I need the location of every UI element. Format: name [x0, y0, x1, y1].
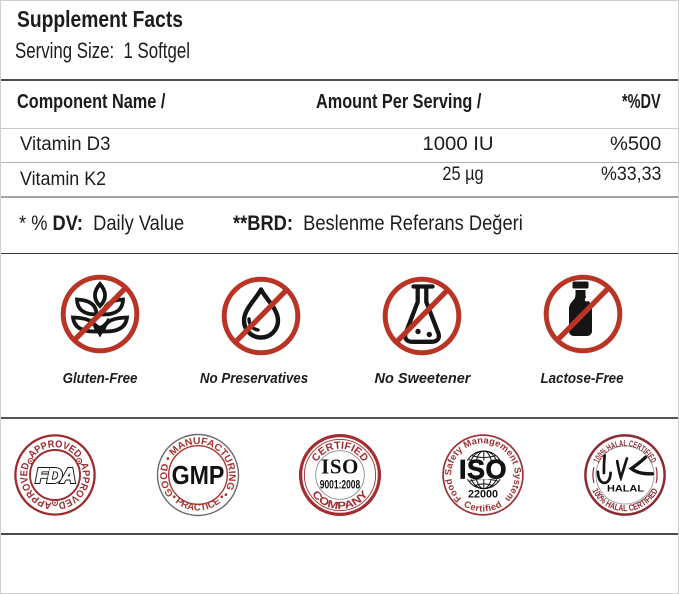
- svg-text:FDA: FDA: [36, 465, 75, 488]
- svg-text:ISO: ISO: [321, 455, 359, 479]
- svg-text:HALAL: HALAL: [607, 484, 645, 494]
- svg-text:ISO: ISO: [459, 455, 507, 485]
- svg-text:22000: 22000: [468, 489, 498, 501]
- svg-text:FDA: FDA: [36, 465, 75, 488]
- svg-text:APPROVED: APPROVED: [27, 439, 84, 460]
- svg-text:GMP: GMP: [171, 462, 224, 490]
- svg-text:9001:2008: 9001:2008: [319, 480, 360, 493]
- svg-text:Certified: Certified: [463, 499, 504, 514]
